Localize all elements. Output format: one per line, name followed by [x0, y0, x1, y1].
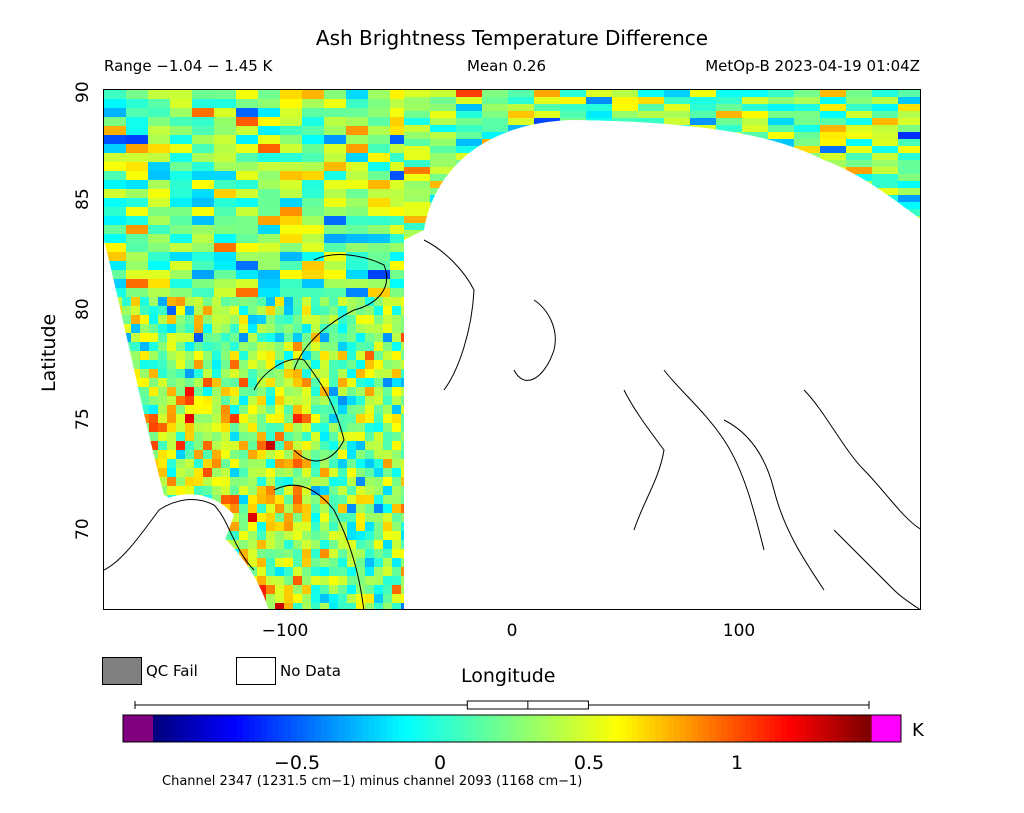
x-tick-label: −100: [261, 621, 309, 641]
distribution-boxplot: [134, 700, 870, 710]
colorbar-tick-label: 1: [730, 752, 744, 774]
qc-fail-label: QC Fail: [146, 662, 198, 680]
satellite-time-text: MetOp-B 2023-04-19 01:04Z: [705, 57, 920, 75]
colorbar-tick-label: −0.5: [273, 752, 321, 774]
qc-fail-swatch: [102, 657, 142, 685]
no-data-label: No Data: [280, 662, 341, 680]
colorbar-gradient: [122, 714, 902, 743]
swath-heatmap: [104, 90, 920, 609]
colorbar-tick-label: 0.5: [573, 752, 605, 774]
range-text: Range −1.04 − 1.45 K: [104, 57, 273, 75]
x-tick-label: 0: [506, 621, 518, 641]
mean-text: Mean 0.26: [467, 57, 547, 75]
colorbar-tick-label: 0: [433, 752, 447, 774]
channel-footnote: Channel 2347 (1231.5 cm−1) minus channel…: [162, 774, 583, 789]
colorbar-unit: K: [912, 720, 924, 741]
x-axis-label: Longitude: [461, 665, 556, 687]
no-data-swatch: [236, 657, 276, 685]
coastlines: [104, 239, 920, 609]
chart-title: Ash Brightness Temperature Difference: [315, 26, 709, 50]
x-tick-label: 100: [722, 621, 756, 641]
map-plot-area: [103, 89, 921, 610]
